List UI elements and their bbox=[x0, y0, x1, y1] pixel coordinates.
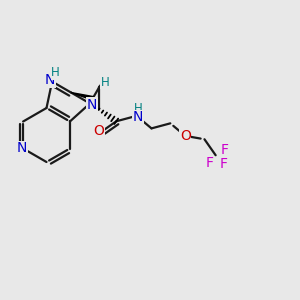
Text: N: N bbox=[44, 73, 55, 87]
Text: N: N bbox=[133, 110, 143, 124]
Text: O: O bbox=[180, 129, 191, 143]
Text: H: H bbox=[134, 102, 142, 115]
Text: N: N bbox=[87, 98, 97, 112]
Text: N: N bbox=[17, 142, 27, 155]
Polygon shape bbox=[71, 92, 93, 100]
Text: F: F bbox=[219, 157, 227, 171]
Text: O: O bbox=[93, 124, 104, 138]
Text: H: H bbox=[101, 76, 110, 88]
Text: F: F bbox=[206, 156, 214, 170]
Text: H: H bbox=[51, 66, 60, 79]
Text: F: F bbox=[221, 143, 229, 157]
